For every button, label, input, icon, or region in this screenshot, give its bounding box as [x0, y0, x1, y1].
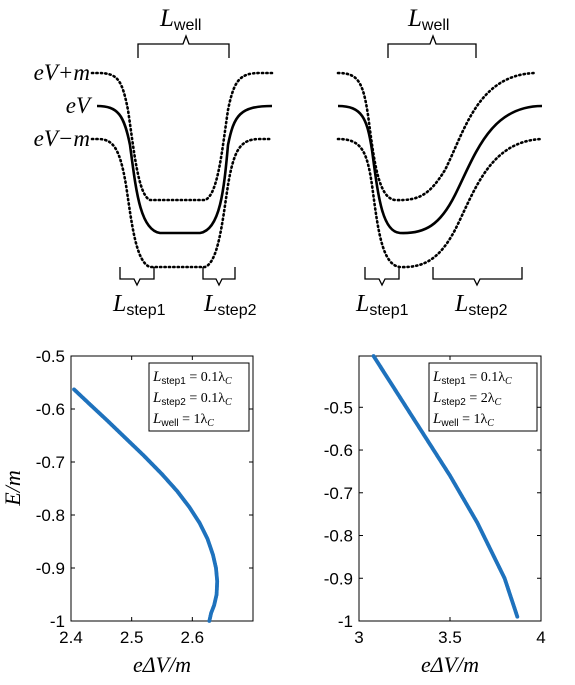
right-profile-upper-dotted — [336, 71, 537, 202]
legend: Lstep1 = 0.1λC Lstep2 = 0.1λC Lwell = 1λC — [148, 362, 250, 432]
y-tick-label: -0.9 — [36, 559, 65, 578]
legend-entry: Lstep2 = 2λC — [432, 390, 502, 408]
left-profile-middle-solid — [96, 104, 273, 235]
legend-box — [148, 362, 250, 432]
y-tick-label: -1 — [338, 612, 353, 631]
x-tick-label: 2.6 — [181, 628, 205, 647]
x-tick-label: 2.5 — [120, 628, 144, 647]
right-step1-label: Lstep1 — [355, 291, 409, 319]
y-axis-label: E/m — [0, 470, 25, 506]
left-profile-upper-dotted — [90, 71, 274, 202]
series-0 — [371, 354, 520, 619]
y-tick-label: -0.9 — [324, 569, 353, 588]
chart-left: 2.4 2.5 2.6 -1 -0.9 -0.8 -0.7 -0.6 -0.5 Lstep1 = … — [36, 347, 254, 677]
left-step2-label: Lstep2 — [203, 291, 257, 319]
y-tick-label: -0.7 — [324, 484, 353, 503]
y-tick-label: -1 — [50, 612, 65, 631]
right-well-label: Lwell — [407, 5, 449, 34]
x-tick-label: 2.4 — [59, 628, 83, 647]
x-tick-label: 3 — [354, 628, 363, 647]
y-tick-label: -0.8 — [324, 527, 353, 546]
data-point — [515, 614, 520, 619]
legend-box — [428, 362, 538, 432]
left-well-brace — [137, 34, 230, 58]
series-0 — [72, 387, 220, 623]
legend-entry: Lwell = 1λC — [152, 411, 214, 429]
legend-entry: Lstep1 = 0.1λC — [152, 369, 232, 387]
x-axis-label: eΔV/m — [133, 652, 191, 677]
y-tick-label: -0.5 — [324, 398, 353, 417]
x-tick-label: 4 — [536, 628, 545, 647]
left-step1-brace — [119, 267, 155, 287]
x-axis-label: eΔV/m — [421, 652, 479, 677]
data-point — [207, 619, 212, 623]
x-tick-label: 3.5 — [438, 628, 462, 647]
label-eV: eV — [66, 93, 93, 118]
legend-entry: Lwell = 1λC — [432, 411, 494, 429]
right-profile-lower-dotted — [336, 137, 544, 269]
left-well-label: Lwell — [159, 5, 201, 34]
right-well-brace — [387, 34, 477, 58]
y-tick-label: -0.6 — [36, 400, 65, 419]
legend: Lstep1 = 0.1λC Lstep2 = 2λC Lwell = 1λC — [428, 362, 538, 432]
right-step2-label: Lstep2 — [454, 291, 508, 319]
left-profile-lower-dotted — [90, 137, 274, 269]
label-eV-plus-m: eV+m — [34, 60, 90, 85]
right-step1-brace — [364, 267, 400, 287]
legend-entry: Lstep2 = 0.1λC — [152, 390, 232, 408]
y-tick-label: -0.8 — [36, 506, 65, 525]
profile-diagrams: eV+m eV eV−m Lwell Lwell Lstep1 Lstep2 L… — [34, 5, 544, 319]
y-tick-label: -0.7 — [36, 453, 65, 472]
right-profile-middle-solid — [337, 104, 543, 235]
label-eV-minus-m: eV−m — [34, 126, 90, 151]
y-tick-label: -0.6 — [324, 441, 353, 460]
chart-right: 3 3.5 4 -1 -0.9 -0.8 -0.7 -0.6 -0.5 Lstep1 = 0.1λ… — [324, 354, 546, 677]
right-step2-brace — [432, 267, 523, 287]
left-step2-brace — [202, 267, 236, 287]
left-step1-label: Lstep1 — [112, 291, 166, 319]
plot-frame — [70, 355, 254, 622]
legend-entry: Lstep1 = 0.1λC — [432, 369, 512, 387]
y-tick-label: -0.5 — [36, 347, 65, 366]
